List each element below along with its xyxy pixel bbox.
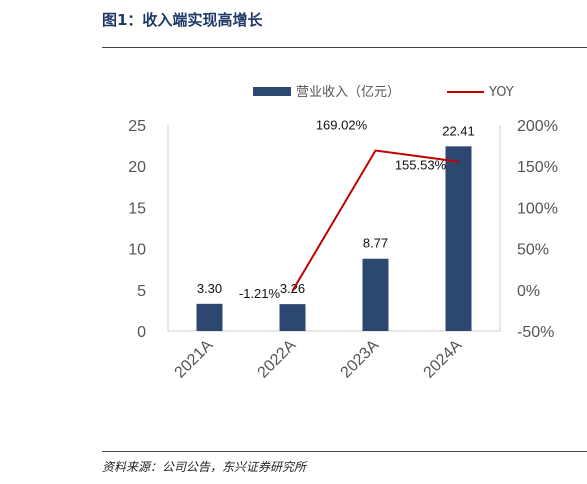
right-tick-label: 150% (517, 159, 558, 176)
legend-bar-swatch (253, 87, 291, 96)
left-tick-label: 20 (128, 159, 146, 176)
plot-area: 0 5 10 15 20 25 -50% 0% 50% 100% 150% 200% 2021A 2022… (128, 118, 558, 382)
category-label: 2024A (421, 337, 466, 382)
right-tick-label: 0% (517, 283, 540, 300)
left-tick-label: 15 (128, 200, 146, 217)
legend-line-label: YOY (488, 85, 514, 100)
right-tick-label: 200% (517, 118, 558, 135)
revenue-bar (279, 304, 306, 331)
title-divider (102, 47, 587, 48)
revenue-bar (445, 146, 472, 331)
source-note: 资料来源：公司公告，东兴证券研究所 (102, 460, 307, 474)
revenue-bar (196, 303, 223, 331)
yoy-data-label: 169.02% (316, 118, 368, 133)
revenue-data-label: 3.26 (280, 281, 305, 296)
yoy-data-label: -1.21% (239, 286, 281, 301)
revenue-bar (362, 258, 389, 331)
yoy-line (291, 149, 459, 292)
revenue-data-label: 3.30 (197, 281, 222, 296)
category-label: 2021A (172, 337, 217, 382)
revenue-data-label: 8.77 (363, 236, 388, 251)
category-label: 2023A (338, 337, 383, 382)
left-tick-label: 10 (128, 242, 146, 259)
left-tick-label: 5 (137, 283, 146, 300)
right-tick-label: 100% (517, 200, 558, 217)
legend-bar-label: 营业收入（亿元） (296, 85, 400, 100)
footer-divider (102, 451, 587, 452)
yoy-data-label: 155.53% (395, 158, 447, 173)
category-label: 2022A (255, 337, 300, 382)
left-tick-label: 25 (128, 118, 146, 135)
right-tick-label: 50% (517, 242, 549, 259)
revenue-data-label: 22.41 (442, 123, 475, 138)
right-tick-label: -50% (517, 324, 554, 341)
left-tick-label: 0 (137, 324, 146, 341)
chart-legend: 营业收入（亿元） YOY (253, 85, 514, 100)
figure-title: 图1：收入端实现高增长 (102, 11, 263, 29)
